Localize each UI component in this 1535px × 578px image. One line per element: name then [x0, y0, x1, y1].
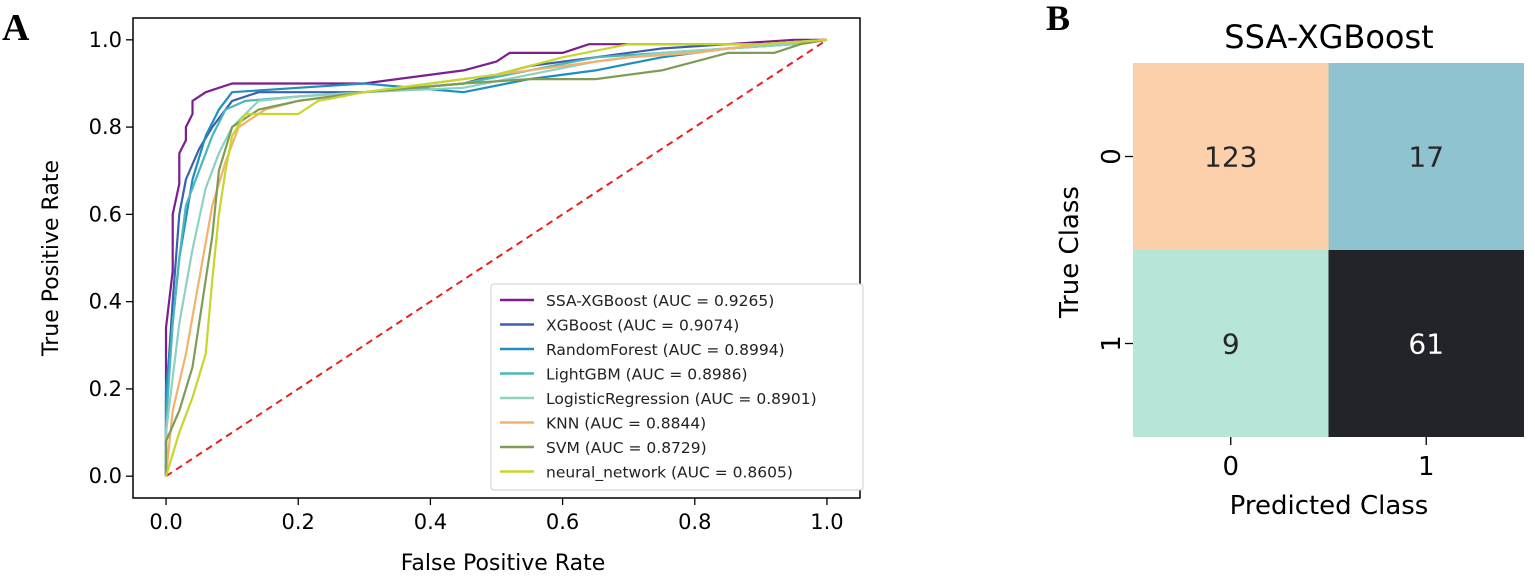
- legend-label: neural_network (AUC = 0.8605): [546, 464, 793, 483]
- matrix-cell: [1133, 63, 1329, 250]
- x-tick-label: 0.2: [282, 510, 315, 534]
- legend-item: neural_network (AUC = 0.8605): [500, 464, 793, 483]
- legend: SSA-XGBoost (AUC = 0.9265) XGBoost (AUC =…: [490, 283, 864, 491]
- legend-frame: [490, 283, 864, 491]
- matrix-x-tick-label: 0: [1222, 452, 1239, 482]
- x-tick-label: 0.6: [546, 510, 579, 534]
- matrix-y-tick-label: 0: [1097, 148, 1127, 165]
- legend-label: SSA-XGBoost (AUC = 0.9265): [546, 292, 774, 310]
- y-tick-label: 0.6: [89, 202, 122, 226]
- y-axis-ticks: 0.0 0.2 0.4 0.6 0.8 1.0: [89, 28, 133, 488]
- matrix-y-tick-label: 1: [1097, 335, 1127, 352]
- x-axis-ticks: 0.0 0.2 0.4 0.6 0.8 1.0: [149, 498, 844, 534]
- roc-curve-7: [164, 38, 828, 477]
- matrix-cell-value: 61: [1408, 328, 1444, 361]
- x-tick-label: 0.8: [678, 510, 711, 534]
- legend-item: SVM (AUC = 0.8729): [500, 439, 707, 457]
- legend-label: LogisticRegression (AUC = 0.8901): [546, 390, 817, 408]
- legend-label: KNN (AUC = 0.8844): [546, 415, 706, 433]
- matrix-x-label: Predicted Class: [1230, 491, 1429, 521]
- y-tick-label: 0.8: [89, 115, 122, 139]
- x-tick-label: 0.4: [414, 510, 447, 534]
- legend-item: XGBoost (AUC = 0.9074): [500, 317, 739, 335]
- legend-item: SSA-XGBoost (AUC = 0.9265): [500, 292, 774, 310]
- x-tick-label: 1.0: [810, 510, 843, 534]
- matrix-cell-value: 123: [1204, 141, 1257, 174]
- legend-label: LightGBM (AUC = 0.8986): [546, 366, 748, 384]
- matrix-title: SSA-XGBoost: [1224, 18, 1433, 56]
- legend-item: RandomForest (AUC = 0.8994): [500, 341, 785, 359]
- roc-curves: [164, 38, 828, 477]
- roc-curve-1: [164, 38, 828, 477]
- roc-curve-6: [164, 38, 828, 477]
- matrix-cell-value: 9: [1222, 328, 1240, 361]
- legend-label: SVM (AUC = 0.8729): [546, 439, 707, 457]
- matrix-y-label: True Class: [1055, 186, 1085, 319]
- y-tick-label: 0.2: [89, 377, 122, 401]
- y-axis-label: True Positive Rate: [39, 160, 64, 357]
- matrix-cells: 123 17 9 61: [1133, 63, 1524, 437]
- legend-item: KNN (AUC = 0.8844): [500, 415, 706, 433]
- matrix-cell-value: 17: [1408, 141, 1444, 174]
- legend-label: XGBoost (AUC = 0.9074): [546, 317, 739, 335]
- x-tick-label: 0.0: [149, 510, 182, 534]
- roc-panel: A 0.0 0.2 0.4 0.6 0.8 1.0 0.00.20.40.60.81.0 …: [2, 7, 864, 576]
- roc-curve-0: [164, 38, 827, 477]
- matrix-cell: [1133, 250, 1329, 437]
- legend-item: LogisticRegression (AUC = 0.8901): [500, 390, 817, 408]
- y-tick-label: 0.0: [89, 464, 122, 488]
- matrix-x-tick-label: 1: [1418, 452, 1435, 482]
- x-axis-label: False Positive Rate: [401, 551, 605, 576]
- matrix-cell: [1328, 63, 1524, 250]
- y-tick-label: 1.0: [89, 28, 122, 52]
- panel-label-b: B: [1046, 0, 1070, 38]
- roc-curve-4: [164, 38, 828, 477]
- y-tick-label: 0.4: [89, 290, 122, 314]
- legend-label: RandomForest (AUC = 0.8994): [546, 341, 785, 359]
- matrix-cell: [1328, 250, 1524, 437]
- panel-label-a: A: [2, 7, 30, 49]
- legend-item: LightGBM (AUC = 0.8986): [500, 366, 748, 384]
- matrix-y-ticks: 01: [1097, 148, 1133, 352]
